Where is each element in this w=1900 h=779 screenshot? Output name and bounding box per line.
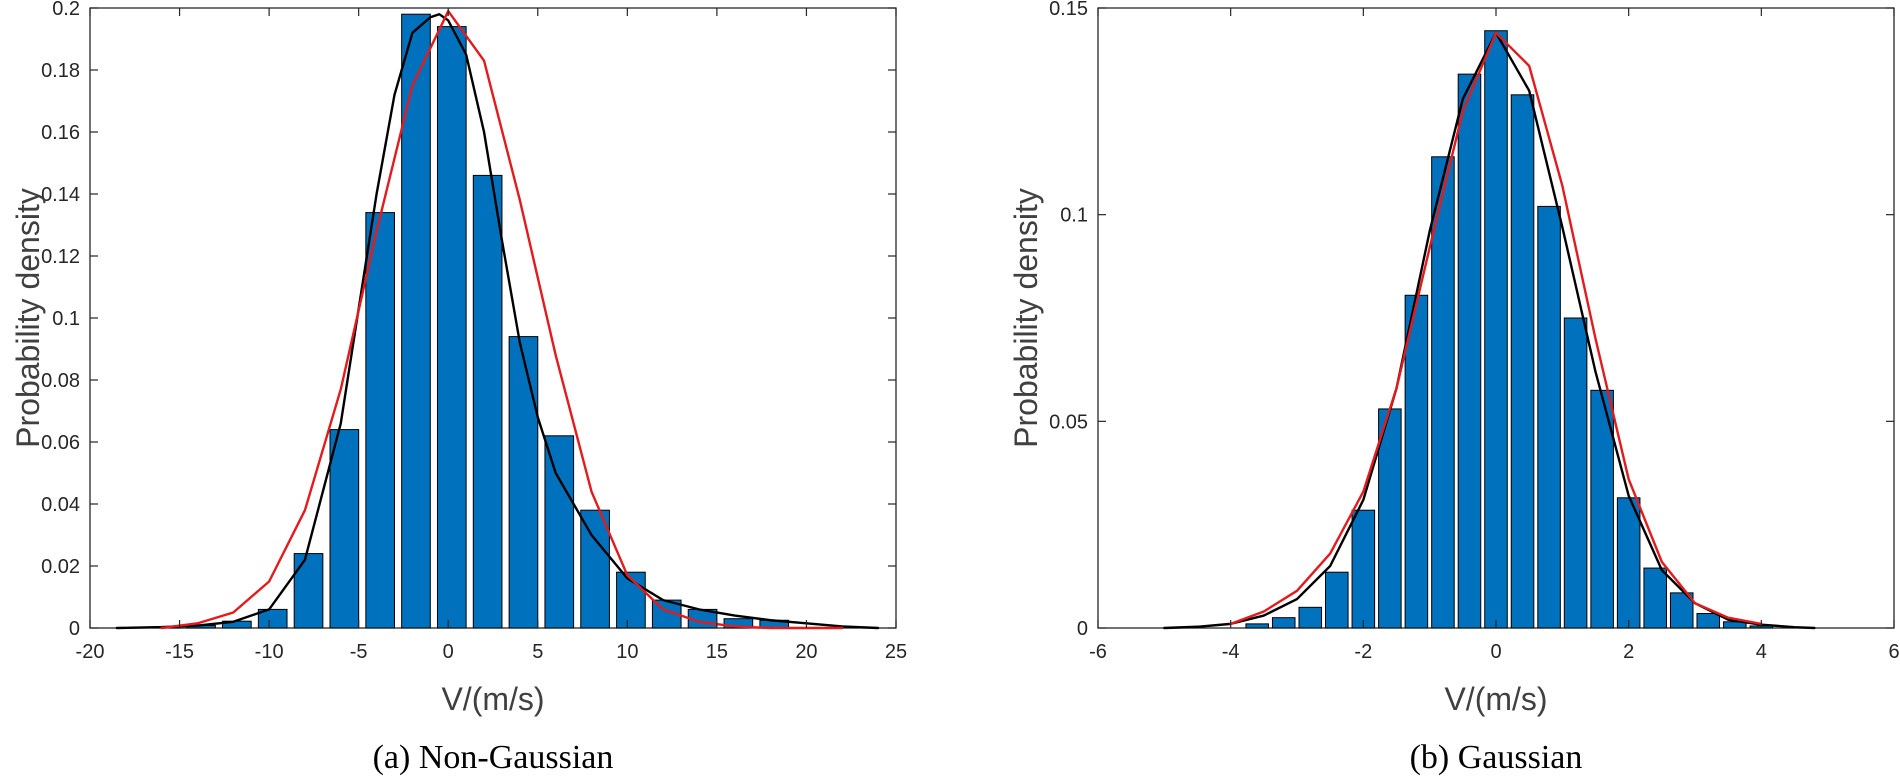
y-tick-label: 0.18 — [41, 60, 80, 82]
bar-gaussian-17 — [1696, 613, 1721, 629]
y-tick-label: 0 — [69, 618, 80, 640]
x-tick-label: -15 — [165, 641, 194, 663]
y-tick-label: 0.04 — [41, 494, 80, 516]
y-axis-label-gaussian: Probability density — [1008, 188, 1044, 448]
y-tick-label: 0.02 — [41, 556, 80, 578]
bar-non-gaussian-6 — [365, 212, 395, 629]
bar-gaussian-15 — [1643, 567, 1667, 629]
bar-gaussian-12 — [1563, 317, 1588, 629]
bar-non-gaussian-3 — [257, 608, 288, 629]
x-tick-label: 20 — [795, 641, 817, 663]
x-tick-label: 5 — [532, 641, 543, 663]
bar-gaussian-5 — [1378, 408, 1402, 629]
line-gaussian-fit-non-gaussian — [160, 9, 844, 630]
bar-non-gaussian-7 — [401, 13, 431, 629]
bar-gaussian-7 — [1431, 156, 1455, 629]
y-tick-label: 0.08 — [41, 370, 80, 392]
bar-gaussian-4 — [1351, 509, 1376, 629]
panel-non-gaussian: 00.020.040.060.080.10.120.140.160.180.2 … — [10, 0, 907, 776]
x-axis-label-gaussian: V/(m/s) — [1444, 681, 1547, 717]
y-tick-label: 0.16 — [41, 122, 80, 144]
bar-non-gaussian-5 — [329, 429, 360, 629]
bar-gaussian-3 — [1325, 571, 1349, 629]
y-tick-label: 0.1 — [52, 308, 80, 330]
x-tick-label: 6 — [1888, 641, 1899, 663]
bar-gaussian-9 — [1484, 30, 1508, 629]
bar-non-gaussian-11 — [544, 435, 575, 629]
bar-non-gaussian-12 — [580, 509, 610, 629]
x-tick-label: 4 — [1756, 641, 1767, 663]
x-ticks-non-gaussian: -20 -15 -10 -5 0 5 10 15 20 25 — [76, 8, 907, 663]
x-tick-label: 0 — [1490, 641, 1501, 663]
lines-non-gaussian — [115, 9, 880, 630]
caption-gaussian: (b) Gaussian — [1410, 739, 1583, 776]
y-tick-label: 0.15 — [1049, 0, 1088, 20]
x-tick-label: 15 — [706, 641, 728, 663]
bar-non-gaussian-8 — [436, 26, 467, 629]
x-tick-label: -4 — [1222, 641, 1240, 663]
line-kernel-density-non-gaussian — [115, 12, 880, 630]
bar-non-gaussian-4 — [293, 553, 324, 629]
y-axis-label-non-gaussian: Probability density — [10, 188, 46, 448]
y-tick-label: 0.14 — [41, 184, 80, 206]
y-tick-label: 0.05 — [1049, 411, 1088, 433]
bar-non-gaussian-16 — [723, 618, 754, 629]
bar-gaussian-8 — [1457, 73, 1482, 629]
y-tick-label: 0 — [1077, 618, 1088, 640]
bar-non-gaussian-9 — [472, 174, 503, 629]
bar-gaussian-11 — [1537, 205, 1561, 629]
y-tick-label: 0.2 — [52, 0, 80, 20]
y-tick-label: 0.1 — [1060, 205, 1088, 227]
bar-gaussian-2 — [1298, 606, 1323, 629]
bar-gaussian-0 — [1245, 623, 1269, 629]
y-ticks-non-gaussian: 0 0.02 0.04 0.06 0.08 0.1 0.12 0.14 0.16 0.18 0.2 — [41, 0, 896, 640]
x-ticks-gaussian: -6 -4 -2 0 2 4 6 — [1089, 8, 1900, 663]
x-tick-label: -5 — [350, 641, 368, 663]
x-axis-label-non-gaussian: V/(m/s) — [441, 681, 544, 717]
y-tick-label: 0.06 — [41, 432, 80, 454]
bar-gaussian-10 — [1510, 94, 1535, 629]
line-gaussian-fit-gaussian — [1229, 31, 1763, 626]
x-tick-label: 0 — [443, 641, 454, 663]
bar-gaussian-6 — [1404, 294, 1429, 629]
x-tick-label: 10 — [616, 641, 638, 663]
x-tick-label: -10 — [255, 641, 284, 663]
bar-non-gaussian-13 — [616, 571, 646, 629]
x-tick-label: -20 — [76, 641, 105, 663]
x-tick-label: 25 — [885, 641, 907, 663]
x-tick-label: -6 — [1089, 641, 1107, 663]
bars-gaussian — [1245, 30, 1774, 629]
bar-gaussian-1 — [1271, 617, 1296, 629]
caption-non-gaussian: (a) Non-Gaussian — [373, 739, 614, 776]
bar-gaussian-16 — [1669, 592, 1694, 629]
y-tick-label: 0.12 — [41, 246, 80, 268]
x-tick-label: 2 — [1623, 641, 1634, 663]
panel-gaussian: 0 0.05 0.1 0.15 -6 -4 -2 0 2 4 6 Probability dens… — [1008, 0, 1900, 776]
bar-non-gaussian-10 — [508, 336, 539, 629]
bar-gaussian-14 — [1616, 497, 1641, 629]
y-ticks-gaussian: 0 0.05 0.1 0.15 — [1049, 0, 1894, 640]
lines-gaussian — [1163, 31, 1816, 630]
bars-non-gaussian — [150, 13, 790, 629]
x-tick-label: -2 — [1354, 641, 1372, 663]
bar-gaussian-13 — [1590, 389, 1614, 629]
